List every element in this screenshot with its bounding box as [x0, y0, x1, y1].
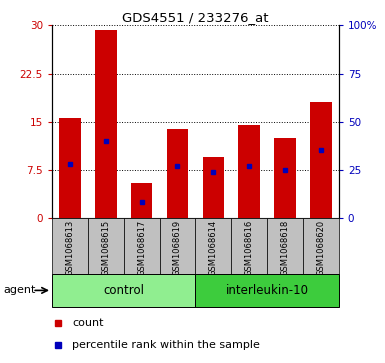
Text: GSM1068614: GSM1068614	[209, 220, 218, 276]
Bar	[238, 125, 260, 218]
Text: GSM1068619: GSM1068619	[173, 220, 182, 276]
Bar	[52, 218, 88, 274]
Text: GSM1068620: GSM1068620	[316, 220, 325, 276]
Bar	[267, 218, 303, 274]
Bar	[274, 138, 296, 218]
Bar	[124, 218, 159, 274]
Text: count: count	[72, 318, 104, 328]
Text: percentile rank within the sample: percentile rank within the sample	[72, 340, 260, 350]
Bar	[231, 218, 267, 274]
Bar	[303, 218, 339, 274]
Bar	[88, 218, 124, 274]
Text: GSM1068613: GSM1068613	[65, 220, 74, 276]
Bar	[195, 274, 339, 307]
Text: control: control	[103, 284, 144, 297]
Text: GSM1068616: GSM1068616	[244, 220, 254, 276]
Bar	[167, 129, 188, 218]
Bar	[95, 30, 117, 218]
Bar	[131, 183, 152, 218]
Text: GSM1068617: GSM1068617	[137, 220, 146, 276]
Bar	[195, 218, 231, 274]
Bar	[59, 118, 81, 218]
Text: GSM1068618: GSM1068618	[281, 220, 290, 276]
Bar	[310, 102, 331, 218]
Text: interleukin-10: interleukin-10	[226, 284, 309, 297]
Text: GSM1068615: GSM1068615	[101, 220, 110, 276]
Bar	[52, 274, 195, 307]
Bar	[203, 157, 224, 218]
Text: agent: agent	[4, 285, 36, 295]
Title: GDS4551 / 233276_at: GDS4551 / 233276_at	[122, 11, 269, 24]
Bar	[159, 218, 196, 274]
